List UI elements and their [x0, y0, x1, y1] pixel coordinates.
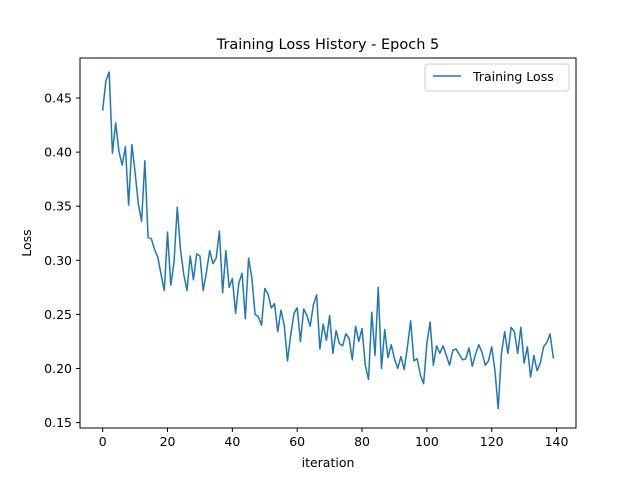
- x-tick-label: 120: [480, 434, 504, 449]
- chart-title: Training Loss History - Epoch 5: [216, 37, 440, 53]
- x-tick-label: 20: [160, 434, 176, 449]
- y-tick-label: 0.25: [44, 307, 72, 322]
- x-tick-label: 140: [545, 434, 569, 449]
- y-tick-label: 0.15: [44, 415, 72, 430]
- x-tick-label: 40: [224, 434, 240, 449]
- y-tick-label: 0.20: [44, 361, 72, 376]
- y-axis-label: Loss: [19, 229, 34, 256]
- y-tick-label: 0.30: [44, 253, 72, 268]
- x-axis-label: iteration: [302, 455, 355, 470]
- x-tick-label: 100: [415, 434, 439, 449]
- y-tick-label: 0.35: [44, 199, 72, 214]
- legend-box: [424, 63, 570, 92]
- legend-label: Training Loss: [472, 69, 554, 84]
- legend: Training Loss: [424, 63, 570, 92]
- y-tick-label: 0.40: [44, 145, 72, 160]
- x-tick-label: 0: [99, 434, 107, 449]
- plot-area: [80, 58, 576, 428]
- series-group: [101, 71, 555, 410]
- axis-ticks: 0 20 40 60 80 100 120 140 0.15 0.20 0.25 0.30 0.35 0.…: [44, 91, 568, 449]
- training-loss-line: [101, 71, 555, 410]
- axes-frame: [79, 57, 577, 429]
- x-tick-label: 80: [354, 434, 370, 449]
- x-tick-label: 60: [289, 434, 305, 449]
- y-tick-label: 0.45: [44, 91, 72, 106]
